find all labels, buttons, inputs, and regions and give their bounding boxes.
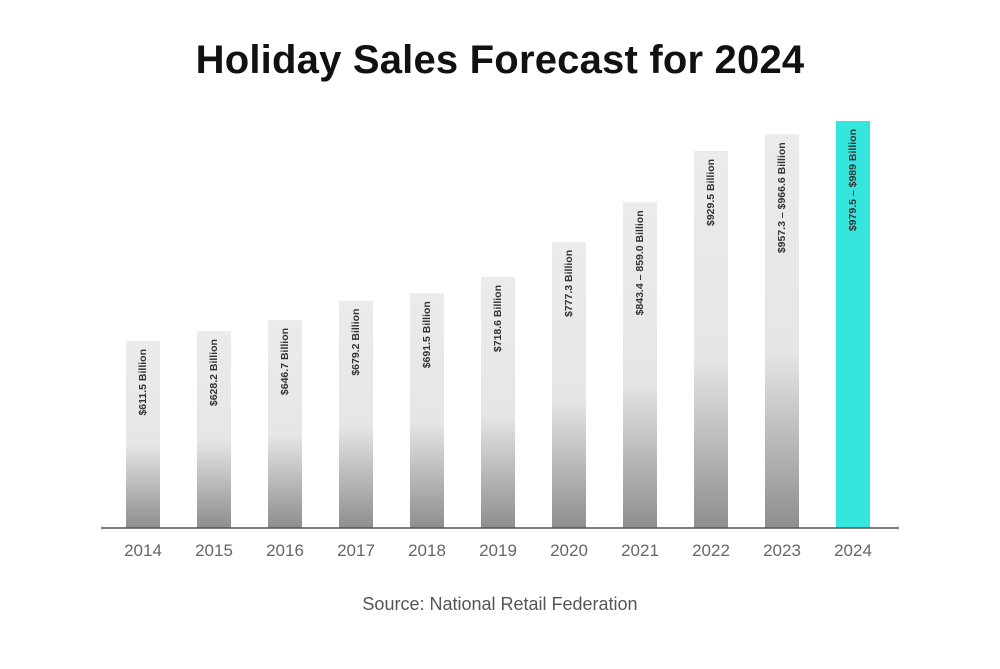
x-tick-label-2016: 2016 — [266, 541, 304, 560]
bars-group: $611.5 Billion $628.2 Billion $646.7 Billi… — [126, 121, 870, 529]
bar-2020 — [552, 241, 586, 528]
x-tick-label-2015: 2015 — [195, 541, 233, 560]
bar-2023 — [765, 134, 799, 529]
x-tick-label-2018: 2018 — [408, 541, 446, 560]
bar-value-label-2017: $679.2 Billion — [350, 309, 362, 376]
bar-2015 — [197, 331, 231, 528]
x-tick-label-2024: 2024 — [834, 541, 872, 560]
bar-value-label-2022: $929.5 Billion — [705, 159, 717, 226]
x-tick-label-2021: 2021 — [621, 541, 659, 560]
bar-value-label-2024: $979.5 – $989 Billion — [847, 129, 859, 231]
x-tick-label-2014: 2014 — [124, 541, 162, 560]
x-tick-label-2017: 2017 — [337, 541, 375, 560]
bar-2021 — [623, 202, 657, 528]
bar-value-label-2016: $646.7 Billion — [279, 328, 291, 395]
bar-value-label-2018: $691.5 Billion — [421, 301, 433, 368]
bar-2016 — [268, 319, 302, 528]
bar-value-label-2020: $777.3 Billion — [563, 250, 575, 317]
bar-value-label-2014: $611.5 Billion — [137, 349, 149, 416]
bar-value-label-2023: $957.3 – $966.6 Billion — [776, 142, 788, 253]
x-tick-label-2020: 2020 — [550, 541, 588, 560]
bar-value-label-2021: $843.4 – 859.0 Billion — [634, 210, 646, 315]
bar-2022 — [694, 150, 728, 529]
bar-value-label-2019: $718.6 Billion — [492, 285, 504, 352]
chart-title: Holiday Sales Forecast for 2024 — [195, 38, 805, 82]
bar-2018 — [410, 293, 444, 528]
x-tick-label-2019: 2019 — [479, 541, 517, 560]
bar-2019 — [481, 276, 515, 528]
bar-2024 — [836, 121, 870, 528]
bar-value-label-2015: $628.2 Billion — [208, 339, 220, 406]
bar-2014 — [126, 341, 160, 528]
bar-2017 — [339, 300, 373, 528]
x-tick-label-2023: 2023 — [763, 541, 801, 560]
source-note: Source: National Retail Federation — [362, 594, 638, 614]
x-tick-label-2022: 2022 — [692, 541, 730, 560]
x-tick-labels: 2014 2015 2016 2017 2018 2019 2020 2021 2022 2023… — [124, 541, 872, 560]
